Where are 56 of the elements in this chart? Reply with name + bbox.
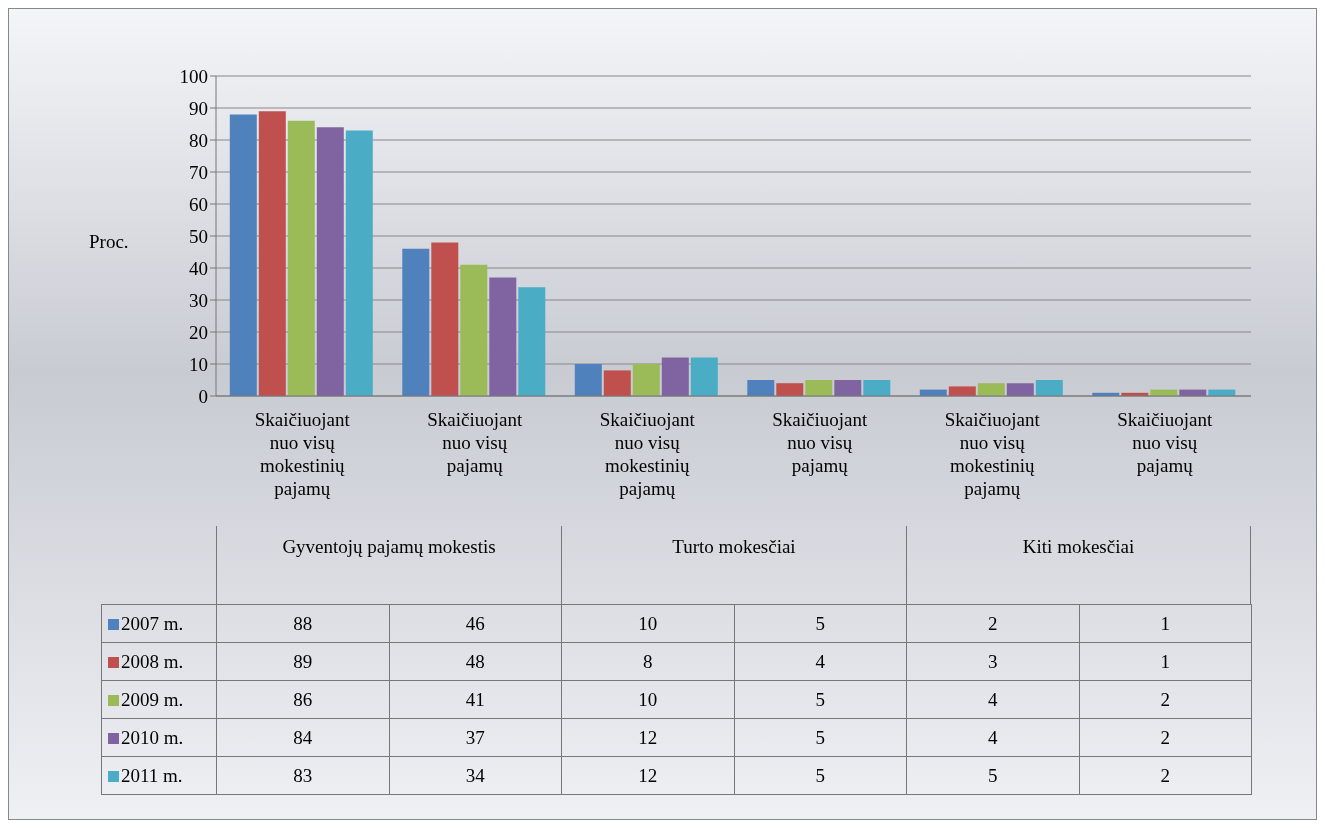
data-label: 2 bbox=[906, 604, 1079, 643]
y-tick-label: 0 bbox=[198, 385, 208, 407]
x-tick-label: Skaičiuojant nuo visų mokestinių pajamų bbox=[944, 409, 1041, 499]
data-label: 5 bbox=[734, 680, 907, 719]
data-label: 34 bbox=[389, 756, 562, 795]
data-label: 83 bbox=[216, 756, 389, 795]
data-label: 46 bbox=[389, 604, 562, 643]
data-label: 12 bbox=[561, 756, 734, 795]
data-label: 5 bbox=[734, 718, 907, 757]
data-label: 1 bbox=[1079, 604, 1252, 643]
y-tick-label: 50 bbox=[189, 225, 208, 247]
legend-label: 2007 m. bbox=[101, 604, 217, 643]
y-axis-title: Proc. bbox=[89, 231, 129, 253]
x-tick-label: Skaičiuojant nuo visų pajamų bbox=[1117, 409, 1213, 476]
x-tick-label: Skaičiuojant nuo visų mokestinių pajamų bbox=[254, 409, 351, 499]
data-label: 2 bbox=[1079, 718, 1252, 757]
legend-label: 2011 m. bbox=[101, 756, 217, 795]
x-tick-label: Skaičiuojant nuo visų pajamų bbox=[772, 409, 868, 476]
data-label: 4 bbox=[734, 642, 907, 681]
y-tick-label: 70 bbox=[189, 161, 208, 183]
data-label: 2 bbox=[1079, 756, 1252, 795]
text: Turto mokesčiai bbox=[561, 526, 906, 604]
y-tick-label: 20 bbox=[189, 321, 208, 343]
data-label: 2 bbox=[1079, 680, 1252, 719]
data-label: 48 bbox=[389, 642, 562, 681]
y-tick-label: 90 bbox=[189, 97, 208, 119]
y-tick-label: 40 bbox=[189, 257, 208, 279]
text: Kiti mokesčiai bbox=[906, 526, 1251, 604]
data-label: 4 bbox=[906, 718, 1079, 757]
data-label: 10 bbox=[561, 680, 734, 719]
data-label: 12 bbox=[561, 718, 734, 757]
legend-label: 2008 m. bbox=[101, 642, 217, 681]
x-tick-label: Skaičiuojant nuo visų mokestinių pajamų bbox=[599, 409, 696, 499]
data-label: 5 bbox=[906, 756, 1079, 795]
data-label: 89 bbox=[216, 642, 389, 681]
data-label: 5 bbox=[734, 604, 907, 643]
y-tick-label: 60 bbox=[189, 193, 208, 215]
data-label: 10 bbox=[561, 604, 734, 643]
data-label: 8 bbox=[561, 642, 734, 681]
x-tick-label: Skaičiuojant nuo visų pajamų bbox=[427, 409, 523, 476]
y-tick-label: 10 bbox=[189, 353, 208, 375]
y-tick-label: 30 bbox=[189, 289, 208, 311]
y-tick-label: 100 bbox=[179, 65, 208, 87]
data-label: 5 bbox=[734, 756, 907, 795]
data-label: 86 bbox=[216, 680, 389, 719]
text: Gyventojų pajamų mokestis bbox=[216, 526, 561, 604]
data-label: 37 bbox=[389, 718, 562, 757]
legend-label: 2009 m. bbox=[101, 680, 217, 719]
data-label: 4 bbox=[906, 680, 1079, 719]
data-label: 3 bbox=[906, 642, 1079, 681]
data-label: 88 bbox=[216, 604, 389, 643]
data-label: 84 bbox=[216, 718, 389, 757]
data-label: 1 bbox=[1079, 642, 1252, 681]
y-tick-label: 80 bbox=[189, 129, 208, 151]
data-label: 41 bbox=[389, 680, 562, 719]
legend-label: 2010 m. bbox=[101, 718, 217, 757]
